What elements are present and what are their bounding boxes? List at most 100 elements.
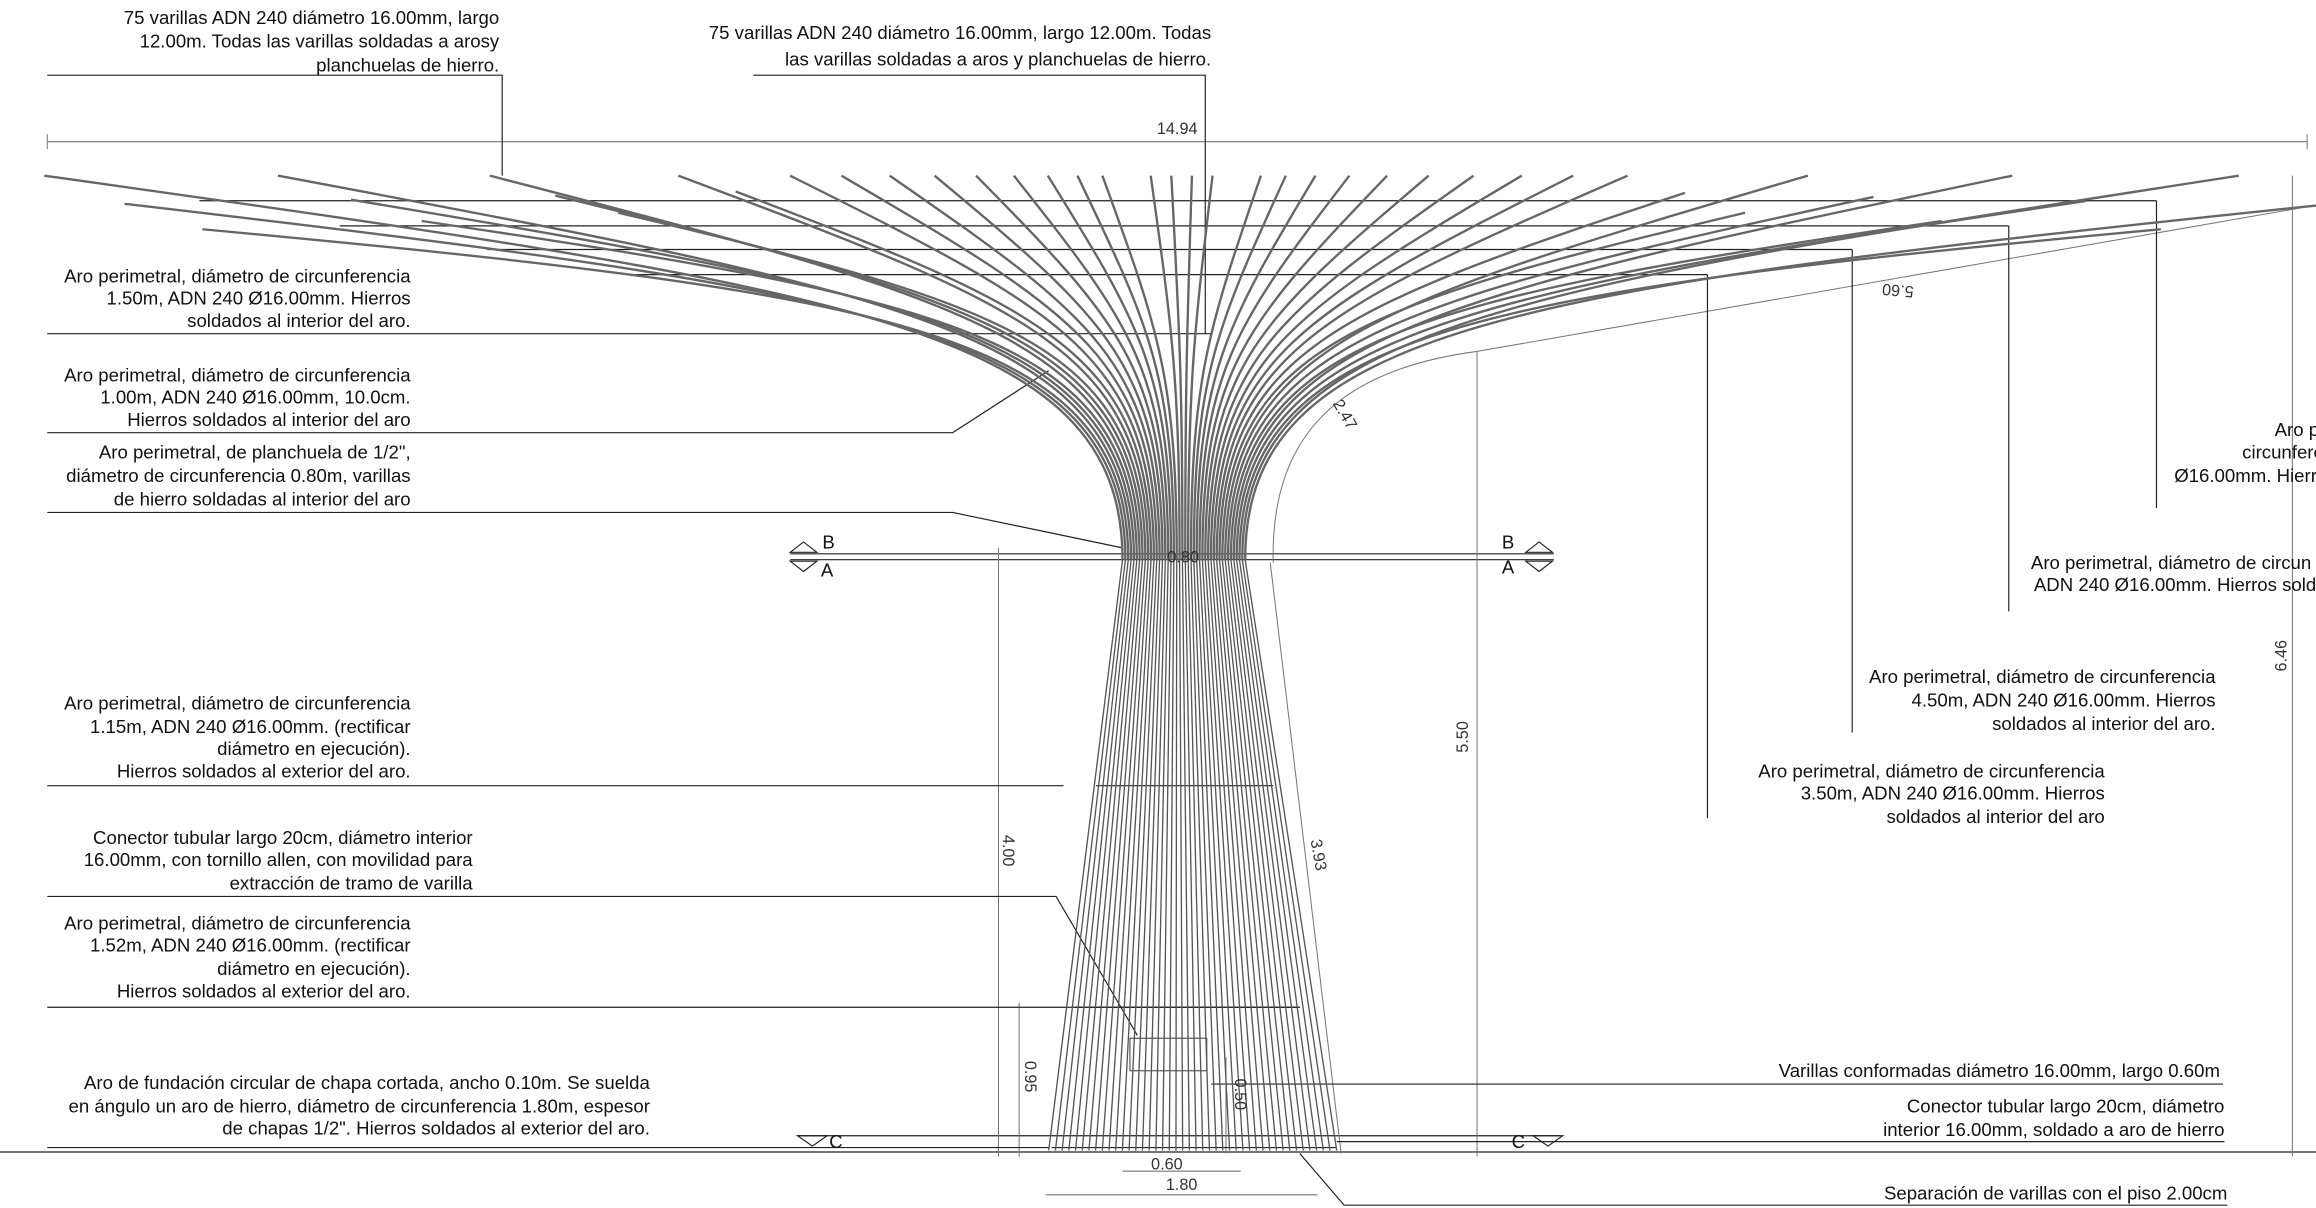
trunk-rod: [1061, 559, 1129, 1151]
trunk-rod: [1204, 559, 1244, 1151]
annotation-line: Conector tubular largo 20cm, diámetro in…: [93, 827, 473, 848]
canopy-rod: [1149, 175, 1181, 560]
canopy-rod: [277, 174, 1133, 560]
canopy-rod: [677, 174, 1150, 560]
trunk-rod: [1210, 559, 1258, 1151]
canopy-rod: [1192, 175, 1287, 560]
annotation-line: de chapas 1/2". Hierros soldados al exte…: [222, 1118, 650, 1139]
trunk-rod: [1238, 559, 1324, 1151]
canopy-rod: [933, 174, 1164, 560]
annotation-line: Hierros soldados al exterior del aro.: [117, 760, 411, 781]
canopy-rod: [1209, 174, 1523, 560]
trunk-rod: [1213, 559, 1264, 1151]
base-dims: [1045, 1170, 1318, 1196]
dim-lines: [997, 175, 2316, 1157]
canopy-rod: [889, 174, 1161, 560]
annotation-line: soldados al interior del aro: [1887, 806, 2105, 827]
canopy-rings: [199, 200, 2157, 276]
dimension-label: 0.80: [1167, 549, 1199, 567]
trunk-rod: [1227, 559, 1298, 1151]
trunk-rod: [1224, 559, 1291, 1151]
annotation-line: 1.50m, ADN 240 Ø16.00mm. Hierros: [107, 288, 411, 309]
annotation-line: de hierro soldadas al interior del aro: [114, 489, 411, 510]
dimension-label: 3.93: [1307, 838, 1330, 872]
dim-line: [46, 134, 2308, 150]
canopy-rod: [1186, 175, 1214, 560]
annotation-line: Aro de fundación circular de chapa corta…: [84, 1072, 651, 1093]
canopy-rod: [975, 174, 1167, 560]
connector: [1129, 1037, 1208, 1072]
annotation-line: Aro perimetral, diámetro de circunferenc…: [64, 265, 411, 286]
trunk-rod: [1081, 559, 1138, 1151]
annotation-line: Separación de varillas con el piso 2.00c…: [1884, 1183, 2227, 1204]
canopy-rod: [1221, 211, 1746, 560]
section-symbols: [788, 541, 1565, 1147]
canopy-rod: [1226, 195, 1874, 560]
trunk-rod: [1201, 559, 1237, 1151]
canopy-rod: [1206, 174, 1475, 560]
annotation-line: Aro perimetral, diámetro de circunferenc…: [1869, 666, 2216, 687]
dimension-label: 14.94: [1157, 120, 1198, 138]
dimension-label: 0.95: [1021, 1061, 1039, 1093]
annotation-line: Ø16.00mm. Hierr: [2174, 465, 2316, 486]
trunk-rod: [1221, 559, 1284, 1151]
canopy-rod: [617, 211, 1147, 560]
annotation-line: circunfere: [2242, 441, 2316, 462]
trunk-rod: [1233, 559, 1311, 1151]
canopy-rod: [1170, 175, 1184, 560]
trunk-rod: [1161, 559, 1172, 1151]
section-mark: C: [1512, 1131, 1525, 1152]
annotation-line: extracción de tramo de varilla: [230, 873, 474, 894]
canopy-rod: [1243, 204, 2316, 560]
trunk-rod: [1148, 559, 1166, 1151]
annotation-line: soldados al interior del aro.: [1992, 713, 2215, 734]
canopy-rod: [1229, 219, 1942, 560]
dimension-label: 1.80: [1166, 1176, 1198, 1194]
canopy-rod: [735, 190, 1153, 560]
section-mark: B: [822, 531, 834, 552]
annotation-line: Aro perimetral, diámetro de circunferenc…: [64, 364, 411, 385]
annotation-line: 1.52m, ADN 240 Ø16.00mm. (rectificar: [90, 935, 411, 956]
trunk-rod: [1230, 559, 1304, 1151]
annotation-line: 75 varillas ADN 240 diámetro 16.00mm, la…: [709, 22, 1211, 43]
annotation-line: Aro perimetral, de planchuela de 1/2",: [99, 441, 411, 462]
canopy-rod: [1076, 175, 1176, 560]
trunk-rod: [1088, 559, 1141, 1151]
annotation-line: interior 16.00mm, soldado a aro de hierr…: [1883, 1119, 2224, 1140]
trunk-rod: [1198, 559, 1231, 1151]
annotation-line: 1.15m, ADN 240 Ø16.00mm. (rectificar: [90, 716, 411, 737]
trunk-rod: [1190, 559, 1211, 1151]
annotation-line: diámetro en ejecución).: [217, 958, 410, 979]
dimension-label: 5.50: [1454, 721, 1472, 753]
dimension-label: 5.60: [1881, 280, 1914, 301]
canopy-rod: [1204, 174, 1430, 560]
annotation-line: las varillas soldadas a aros y planchuel…: [785, 48, 1211, 69]
trunk-rod: [1215, 559, 1271, 1151]
canopy-rod: [489, 174, 1141, 560]
trunk-rod: [1135, 559, 1161, 1151]
canopy-rod: [202, 228, 1130, 560]
leader-lines: [47, 74, 2228, 1206]
annotation-line: en ángulo un aro de hierro, diámetro de …: [69, 1096, 650, 1117]
canopy-rod: [1224, 174, 1809, 560]
trunk-rod: [1244, 559, 1338, 1151]
annotation-line: diámetro de circunferencia 0.80m, varill…: [66, 465, 410, 486]
annotation-line: Aro perimetral, diámetro de circunferenc…: [1758, 760, 2105, 781]
annotation-line: Aro perimetral, diámetro de circunferenc…: [64, 692, 411, 713]
trunk-rod: [1181, 559, 1191, 1151]
trunk-rod: [1235, 559, 1318, 1151]
canopy-rod: [1046, 175, 1173, 560]
canopy-rod: [1238, 228, 2161, 560]
dimension-label: 0.50: [1231, 1079, 1249, 1111]
dimension-label: 4.00: [999, 835, 1017, 867]
section-mark: C: [829, 1131, 842, 1152]
trunk-rod: [1074, 559, 1135, 1151]
canopy-rod: [1189, 175, 1263, 560]
geometry: [0, 74, 2316, 1206]
annotation-line: Aro perimetral, diámetro de circun: [2031, 552, 2311, 573]
trunk-rod: [1178, 559, 1184, 1151]
canopy-rod: [1201, 174, 1389, 560]
annotation-line: Aro perimetral, diámetro de circunferenc…: [64, 912, 411, 933]
trunk-rod: [1121, 559, 1155, 1151]
